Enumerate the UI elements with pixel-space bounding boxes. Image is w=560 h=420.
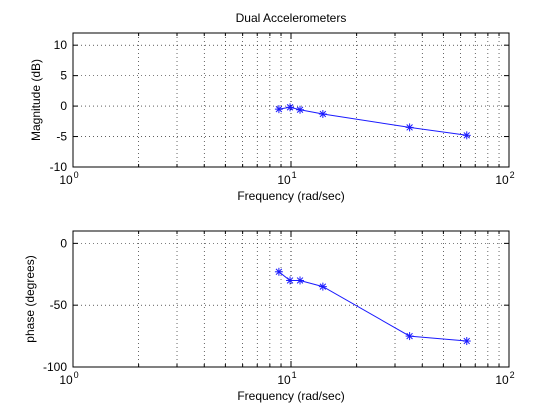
- x-axis-title: Frequency (rad/sec): [237, 389, 344, 403]
- data-point: [318, 282, 327, 291]
- data-point: [274, 267, 283, 276]
- plot-area: [72, 32, 510, 168]
- data-point: [296, 105, 305, 114]
- x-tick-label: 100: [59, 170, 78, 187]
- data-point: [405, 332, 414, 341]
- chart-title: Dual Accelerometers: [236, 11, 347, 25]
- data-point: [286, 103, 295, 112]
- data-point: [462, 337, 471, 346]
- y-tick-label: 0: [60, 236, 67, 250]
- data-point: [405, 123, 414, 132]
- x-tick-label: 102: [495, 170, 514, 187]
- data-point: [286, 276, 295, 285]
- y-tick-label: -5: [56, 130, 67, 144]
- y-tick-label: 5: [60, 69, 67, 83]
- y-tick-label: -10: [50, 160, 68, 174]
- data-point: [318, 110, 327, 119]
- y-tick-label: -50: [50, 298, 68, 312]
- data-point: [274, 105, 283, 114]
- y-tick-label: -100: [43, 360, 67, 374]
- y-axis-title: phase (degrees): [23, 255, 37, 342]
- y-tick-label: 0: [60, 99, 67, 113]
- data-point: [462, 131, 471, 140]
- y-axis-title: Magnitude (dB): [29, 59, 43, 141]
- x-tick-label: 102: [495, 370, 514, 387]
- y-tick-label: 10: [54, 38, 68, 52]
- x-tick-label: 101: [277, 170, 296, 187]
- data-point: [296, 276, 305, 285]
- x-tick-label: 100: [59, 370, 78, 387]
- x-axis-title: Frequency (rad/sec): [237, 189, 344, 203]
- x-tick-label: 101: [277, 370, 296, 387]
